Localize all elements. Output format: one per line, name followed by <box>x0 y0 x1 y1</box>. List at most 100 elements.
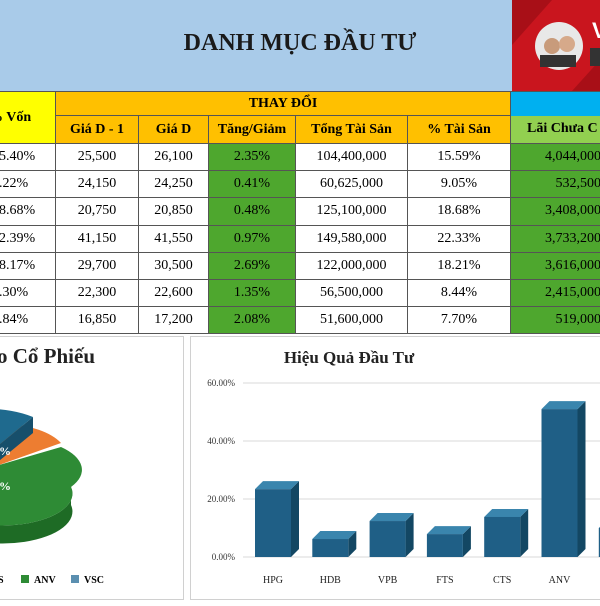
bar-panel: Hiệu Quả Đầu Tư 0.00% 20.00% 40.00% 60.00% H… <box>190 336 600 600</box>
bar-side <box>291 481 299 557</box>
legend-swatch <box>21 575 29 583</box>
table-cell: 8.17% <box>0 251 56 280</box>
bar-side <box>348 531 357 557</box>
bar-top <box>255 481 299 490</box>
table-cell: 17,200 <box>138 306 209 335</box>
header-cell: Tổng Tài Sản <box>295 115 408 144</box>
table-cell: 20,850 <box>138 197 209 226</box>
photo-text: V <box>592 18 600 43</box>
bar-top <box>484 508 529 517</box>
bar-top <box>426 526 471 535</box>
bar <box>484 516 521 557</box>
table-cell: .30% <box>0 279 56 308</box>
x-tick-label: VPB <box>378 575 398 586</box>
table-cell: .22% <box>0 170 56 199</box>
table-cell: 122,000,000 <box>295 251 408 280</box>
chart-title: Hiệu Quả Đầu Tư <box>284 348 415 367</box>
table-cell: 15.59% <box>407 143 511 172</box>
bar-side <box>520 508 529 557</box>
table-cell: 56,500,000 <box>295 279 408 308</box>
table-cell: 532,500 <box>510 170 600 199</box>
bar-side <box>462 526 471 557</box>
table-cell: 22,300 <box>55 279 139 308</box>
table-cell: 29,700 <box>55 251 139 280</box>
slice-label: % <box>0 444 11 458</box>
pie-panel: o Cổ Phiếu % % S ANV VSC <box>0 336 184 600</box>
table-cell: 41,550 <box>138 224 209 253</box>
pie-side <box>0 487 73 544</box>
table-cell: 2.39% <box>0 224 56 253</box>
bar-top <box>369 513 414 522</box>
pie-title: o Cổ Phiếu <box>0 344 95 368</box>
table-cell: 0.97% <box>208 224 296 253</box>
table-cell: 3,616,000 <box>510 251 600 280</box>
table-cell: 149,580,000 <box>295 224 408 253</box>
header-cell: Tăng/Giảm <box>208 115 296 144</box>
sheet-title: DANH MỤC ĐẦU TƯ <box>183 30 417 56</box>
header-cell: Lãi Chưa C <box>510 91 600 144</box>
y-tick-label: 0.00% <box>212 552 236 562</box>
bar <box>255 489 291 557</box>
bar <box>369 521 406 557</box>
table-cell: 26,100 <box>138 143 209 172</box>
table-cell: 5.40% <box>0 143 56 172</box>
legend-swatch <box>71 575 79 583</box>
x-tick-label: CTS <box>493 575 511 586</box>
table-cell: 51,600,000 <box>295 306 408 335</box>
table-cell: 125,100,000 <box>295 197 408 226</box>
table-cell: 4,044,000 <box>510 143 600 172</box>
table-cell: 8.68% <box>0 197 56 226</box>
table-cell: 0.48% <box>208 197 296 226</box>
table-cell: 2.69% <box>208 251 296 280</box>
x-tick-label: HDB <box>320 575 341 586</box>
table-cell: 3,733,200 <box>510 224 600 253</box>
slice-label: % <box>0 479 11 493</box>
y-tick-label: 40.00% <box>207 436 235 446</box>
photo-art <box>512 0 600 91</box>
x-tick-label: HPG <box>263 575 283 586</box>
table-cell: 18.21% <box>407 251 511 280</box>
bar-top <box>312 531 357 540</box>
legend-text: VSC <box>84 575 104 586</box>
header-cell: Giá D <box>138 115 209 144</box>
table-cell: 30,500 <box>138 251 209 280</box>
bar-chart: Hiệu Quả Đầu Tư 0.00% 20.00% 40.00% 60.00% H… <box>207 348 600 586</box>
table-cell: 104,400,000 <box>295 143 408 172</box>
group-header: THAY ĐỔI <box>55 91 511 116</box>
table-cell: 22.33% <box>407 224 511 253</box>
y-tick-label: 20.00% <box>207 494 235 504</box>
header-cell: % Vốn <box>0 91 56 144</box>
pie-chart: o Cổ Phiếu % % S ANV VSC <box>0 344 104 586</box>
table-cell: 18.68% <box>407 197 511 226</box>
table-cell: 16,850 <box>55 306 139 335</box>
table-cell: 0.41% <box>208 170 296 199</box>
table-cell: 24,250 <box>138 170 209 199</box>
pie-slice <box>0 409 33 445</box>
y-tick-label: 60.00% <box>207 378 235 388</box>
legend-text: S <box>0 575 4 586</box>
table-cell: .84% <box>0 306 56 335</box>
bar-top <box>541 401 586 410</box>
title-band <box>0 0 512 92</box>
table-cell: 2.35% <box>208 143 296 172</box>
bar <box>312 539 349 557</box>
table-cell: 60,625,000 <box>295 170 408 199</box>
x-tick-label: ANV <box>549 575 571 586</box>
header-cell: Giá D - 1 <box>55 115 139 144</box>
table-cell: 25,500 <box>55 143 139 172</box>
table-cell: 22,600 <box>138 279 209 308</box>
table-cell: 24,150 <box>55 170 139 199</box>
header-cell: % Tài Sản <box>407 115 511 144</box>
pie-slice <box>0 447 82 526</box>
profile-image: V <box>512 0 600 91</box>
table-cell: 8.44% <box>407 279 511 308</box>
table-cell: 41,150 <box>55 224 139 253</box>
bar-side <box>577 401 586 557</box>
table-cell: 9.05% <box>407 170 511 199</box>
pie-side <box>0 417 33 461</box>
table-cell: 2.08% <box>208 306 296 335</box>
table-cell: 7.70% <box>407 306 511 335</box>
bar <box>598 528 600 557</box>
